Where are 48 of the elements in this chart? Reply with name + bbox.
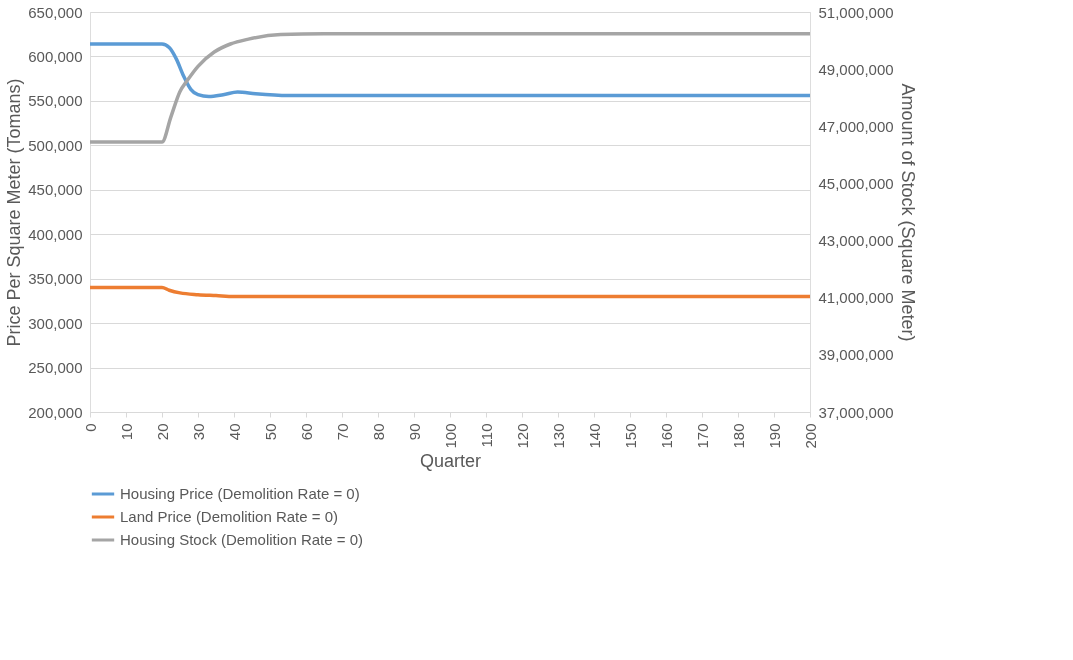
- x-tick-label: 120: [513, 423, 531, 449]
- line-series: [88, 42, 812, 99]
- legend-label: Land Price (Demolition Rate = 0): [120, 508, 339, 525]
- y-tick-label: 350,000: [28, 270, 83, 288]
- x-tick-label: 80: [369, 423, 387, 441]
- legend-label: Housing Price (Demolition Rate = 0): [120, 485, 360, 502]
- x-tick-label: 200: [801, 423, 819, 449]
- y-tick-label: 200,000: [28, 403, 83, 421]
- x-tick-label: 20: [153, 423, 171, 441]
- line-series: [88, 285, 812, 299]
- legend-label: Housing Stock (Demolition Rate = 0): [120, 531, 364, 548]
- y-tick-label: 450,000: [28, 181, 83, 199]
- x-tick-label: 90: [405, 423, 423, 441]
- y-tick-label: 500,000: [28, 136, 83, 154]
- x-tick-label: 100: [441, 423, 459, 449]
- x-tick-label: 150: [621, 423, 639, 449]
- y2-tick-label: 39,000,000: [818, 346, 894, 364]
- x-tick-label: 140: [585, 423, 603, 449]
- y2-axis-title: Amount of Stock (Square Meter): [897, 83, 918, 342]
- x-tick-label: 170: [693, 423, 711, 449]
- y-tick-label: 250,000: [28, 359, 83, 377]
- x-tick-label: 60: [297, 423, 315, 441]
- x-tick-label: 50: [261, 423, 279, 441]
- x-tick-label: 70: [333, 423, 351, 441]
- y2-tick-label: 49,000,000: [818, 60, 894, 78]
- y-tick-label: 550,000: [28, 92, 83, 110]
- y-tick-label: 300,000: [28, 314, 83, 332]
- y2-tick-label: 47,000,000: [818, 117, 894, 135]
- y2-tick-label: 37,000,000: [818, 403, 894, 421]
- x-tick-label: 130: [549, 423, 567, 449]
- x-tick-label: 30: [189, 423, 207, 441]
- x-tick-label: 160: [657, 423, 675, 449]
- x-tick-label: 40: [225, 423, 243, 441]
- line-series: [88, 31, 812, 144]
- x-tick-label: 110: [477, 423, 495, 448]
- x-tick-label: 190: [765, 423, 783, 449]
- y2-tick-label: 45,000,000: [818, 174, 894, 192]
- x-axis-title: Quarter: [419, 450, 482, 471]
- y-tick-label: 600,000: [28, 47, 83, 65]
- y-tick-label: 650,000: [28, 3, 83, 21]
- x-tick-label: 180: [729, 423, 747, 449]
- y2-tick-label: 43,000,000: [818, 232, 894, 250]
- x-tick-label: 0: [81, 423, 99, 432]
- y2-tick-label: 51,000,000: [818, 3, 894, 21]
- y-axis-title: Price Per Square Meter (Tomans): [4, 78, 25, 347]
- y-tick-label: 400,000: [28, 225, 83, 243]
- x-tick-label: 10: [117, 423, 135, 441]
- y2-tick-label: 41,000,000: [818, 289, 894, 307]
